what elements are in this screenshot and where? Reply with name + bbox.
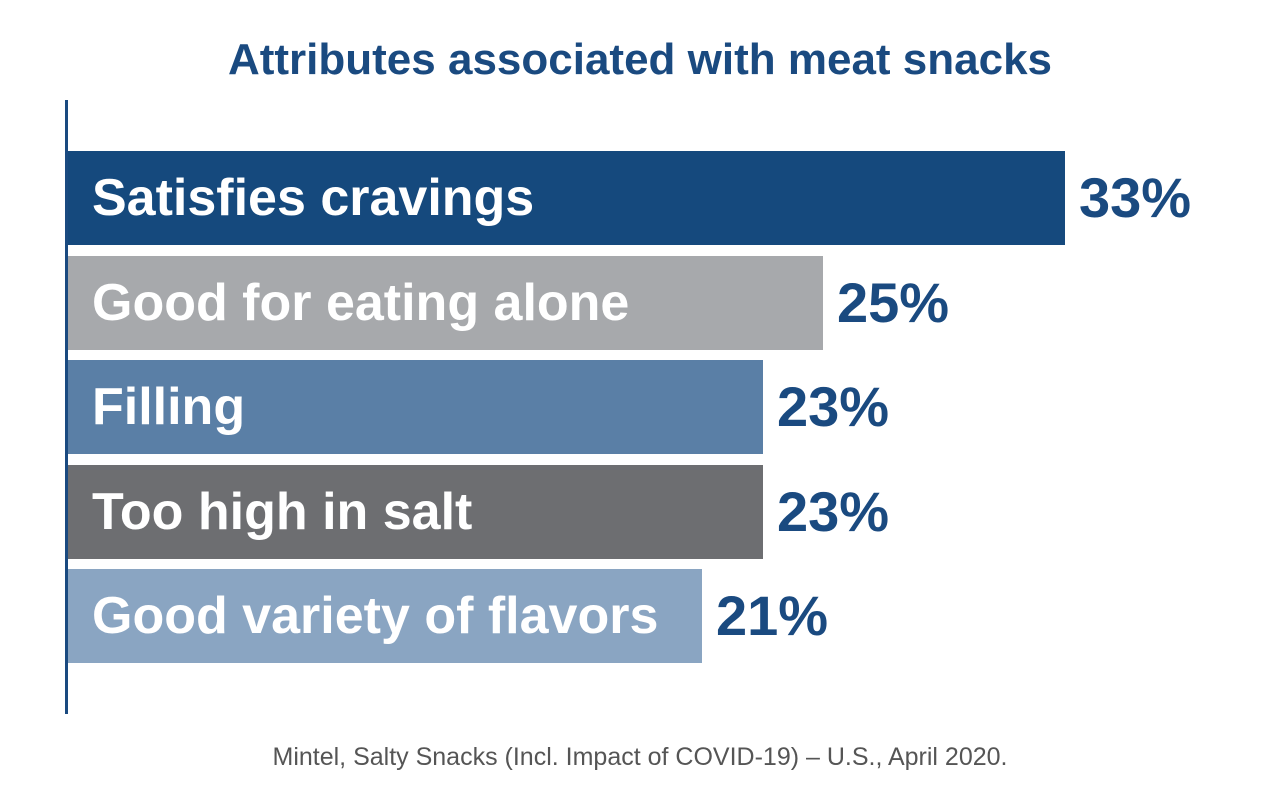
- bar-category-label: Satisfies cravings: [92, 169, 535, 227]
- bar-value-label: 21%: [716, 584, 829, 647]
- bar-value-label: 23%: [777, 375, 890, 438]
- bar: [68, 360, 763, 454]
- source-note: Mintel, Salty Snacks (Incl. Impact of CO…: [272, 743, 1008, 771]
- bar-value-label: 25%: [837, 271, 950, 334]
- bar-category-label: Too high in salt: [92, 483, 473, 541]
- bar-category-label: Filling: [92, 378, 246, 436]
- bar: [68, 151, 1065, 245]
- bar-category-label: Good variety of flavors: [92, 587, 659, 645]
- bar: [68, 465, 763, 559]
- bar-value-label: 23%: [777, 480, 890, 543]
- bar: [68, 256, 823, 350]
- bar: [68, 569, 702, 663]
- bar-category-label: Good for eating alone: [92, 274, 630, 332]
- y-axis-line: [65, 100, 68, 714]
- bar-value-label: 33%: [1079, 166, 1192, 229]
- chart-title: Attributes associated with meat snacks: [227, 35, 1053, 84]
